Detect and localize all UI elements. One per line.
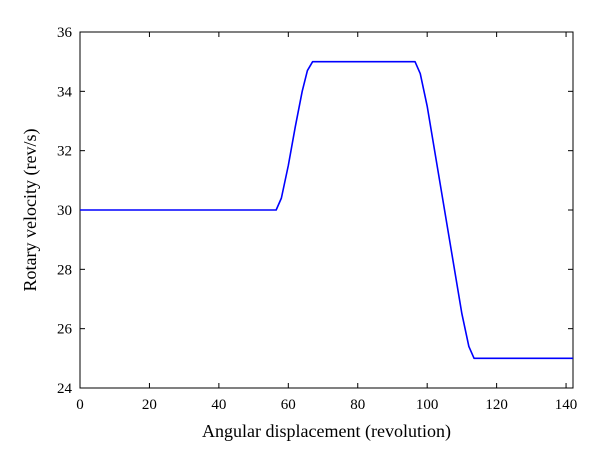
x-tick-label: 140: [555, 397, 578, 413]
y-axis-label: Rotary velocity (rev/s): [20, 129, 41, 292]
x-tick-label: 40: [211, 397, 226, 413]
y-tick-label: 24: [57, 381, 73, 397]
y-tick-label: 36: [57, 25, 73, 41]
x-tick-label: 80: [350, 397, 365, 413]
x-tick-label: 0: [76, 397, 84, 413]
x-tick-label: 20: [142, 397, 157, 413]
series-layer: [80, 60, 573, 360]
y-tick-label: 34: [57, 84, 73, 100]
y-tick-label: 26: [57, 322, 73, 338]
axis-ticks: [79, 31, 573, 389]
y-tick-label: 32: [57, 144, 72, 160]
x-tick-label: 120: [485, 397, 508, 413]
series-line: [80, 60, 573, 360]
x-tick-labels: 0 20 40 60 80 100 120 140: [76, 397, 577, 413]
x-tick-label: 100: [416, 397, 439, 413]
x-axis-label: Angular displacement (revolution): [202, 421, 451, 442]
x-tick-label: 60: [281, 397, 296, 413]
y-tick-label: 30: [57, 203, 72, 219]
y-tick-label: 28: [57, 262, 72, 278]
y-tick-labels: 24 26 28 30 32 34 36: [57, 25, 73, 397]
